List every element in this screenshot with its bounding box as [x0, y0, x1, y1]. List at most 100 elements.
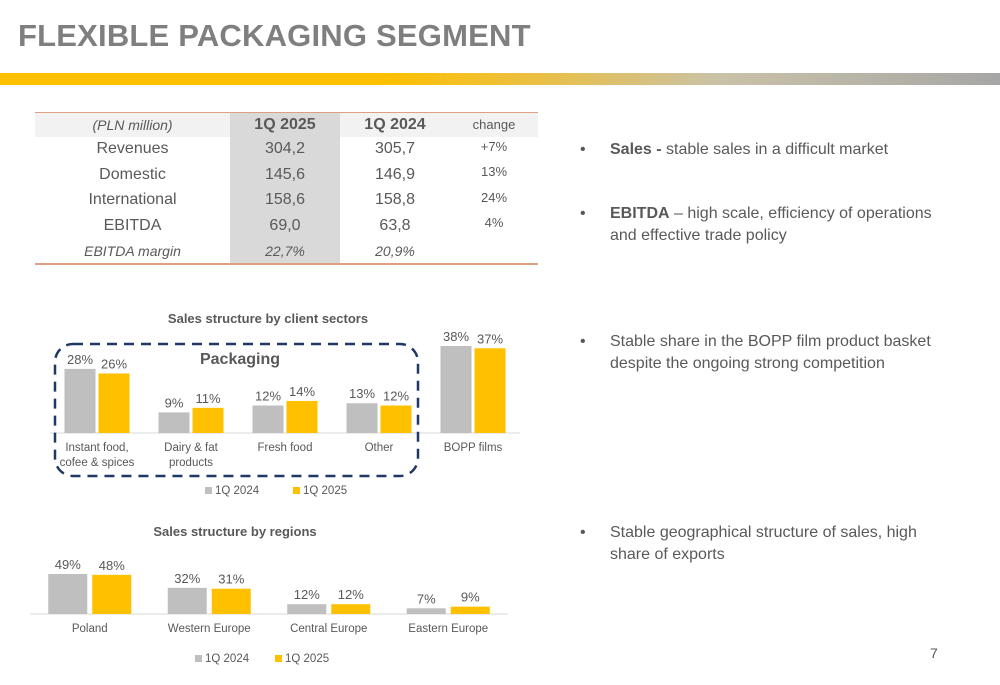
row-value-2025: 158,6	[230, 187, 340, 213]
row-change	[450, 239, 538, 265]
table-header-row: (PLN million) 1Q 2025 1Q 2024 change	[35, 112, 538, 137]
page-number: 7	[930, 645, 938, 661]
bar-1q-2024	[287, 604, 327, 614]
row-label: EBITDA	[103, 216, 162, 234]
category-label: products	[169, 457, 213, 469]
table-header-change: change	[472, 117, 516, 133]
data-label: 28%	[67, 352, 93, 367]
bar-1q-2025	[380, 405, 412, 433]
bar-1q-2024	[440, 346, 472, 433]
data-label: 12%	[383, 389, 409, 404]
bar-1q-2024	[167, 587, 207, 614]
financial-table: (PLN million) 1Q 2025 1Q 2024 change Rev…	[35, 112, 538, 265]
category-label: Eastern Europe	[408, 623, 488, 635]
legend-label: 1Q 2025	[303, 485, 347, 497]
row-change: 13%	[480, 164, 508, 179]
category-label: Poland	[72, 623, 108, 635]
data-label: 14%	[289, 384, 315, 399]
row-value-2025: 22,7%	[230, 238, 340, 264]
bullet-dot: •	[580, 524, 586, 541]
row-label: Domestic	[99, 165, 166, 183]
category-label: Instant food,	[65, 442, 128, 454]
table-row: International 158,6 158,8 24%	[35, 187, 538, 213]
data-label: 31%	[218, 572, 244, 587]
row-value-2024: 146,9	[374, 165, 416, 183]
bar-1q-2025	[211, 588, 251, 614]
category-label: BOPP films	[444, 442, 503, 454]
regions-chart: Sales structure by regions 49% 48% Poland 32…	[30, 524, 508, 665]
category-label: cofee & spices	[60, 457, 135, 469]
category-label: Central Europe	[290, 623, 367, 635]
row-value-2024: 63,8	[379, 216, 411, 234]
category-label: Dairy & fat	[164, 442, 218, 454]
bullet-bold: Sales -	[610, 141, 667, 158]
packaging-group-label: Packaging	[200, 351, 280, 368]
table-row: EBITDA 69,0 63,8 4%	[35, 213, 538, 239]
bullet-text: – high scale, efficiency of operations a…	[610, 205, 932, 244]
bar-1q-2025	[286, 400, 318, 433]
row-value-2024: 158,8	[374, 191, 416, 209]
legend-swatch	[205, 487, 212, 494]
legend-swatch	[195, 655, 202, 662]
category-label: Western Europe	[168, 623, 251, 635]
data-label: 26%	[101, 356, 127, 371]
bullet-text: stable sales in a difficult market	[666, 141, 889, 158]
row-change: +7%	[480, 138, 508, 154]
bar-1q-2024	[48, 574, 88, 614]
bullet-dot: •	[580, 205, 586, 222]
bar-1q-2024	[406, 608, 446, 614]
data-label: 9%	[165, 395, 184, 410]
row-value-2025: 145,6	[230, 162, 340, 188]
bar-1q-2025	[450, 606, 490, 614]
bar-1q-2025	[192, 407, 224, 433]
chart-title: Sales structure by regions	[153, 524, 316, 539]
legend-swatch	[293, 487, 300, 494]
data-label: 38%	[443, 329, 469, 344]
data-label: 12%	[255, 389, 281, 404]
chart-title: Sales structure by client sectors	[168, 311, 368, 326]
bullet-bold: EBITDA	[610, 205, 670, 222]
row-label: International	[88, 191, 177, 209]
data-label: 49%	[55, 557, 81, 572]
legend-label: 1Q 2024	[215, 485, 260, 497]
legend-label: 1Q 2024	[205, 653, 250, 665]
row-value-2025: 69,0	[230, 213, 340, 239]
sectors-chart: Sales structure by client sectors 28% 26% I…	[50, 311, 520, 497]
row-label: EBITDA margin	[84, 242, 181, 259]
data-label: 48%	[99, 558, 125, 573]
table-header-1q2025: 1Q 2025	[230, 112, 340, 137]
data-label: 9%	[461, 590, 480, 605]
row-change: 24%	[480, 189, 508, 205]
bar-1q-2024	[64, 368, 96, 433]
row-value-2025: 304,2	[230, 136, 340, 162]
data-label: 7%	[417, 591, 436, 606]
legend-swatch	[275, 655, 282, 662]
bullet-text: Stable geographical structure of sales, …	[610, 524, 917, 563]
table-row: Domestic 145,6 146,9 13%	[35, 162, 538, 188]
data-label: 11%	[195, 391, 220, 406]
data-label: 13%	[349, 386, 375, 401]
bar-1q-2025	[331, 604, 371, 614]
table-header-1q2024: 1Q 2024	[364, 115, 426, 133]
bar-1q-2025	[92, 574, 132, 614]
table-header-unit: (PLN million)	[92, 116, 173, 133]
bullet-text: Stable share in the BOPP film product ba…	[610, 333, 931, 372]
table-row: Revenues 304,2 305,7 +7%	[35, 136, 538, 162]
data-label: 37%	[477, 331, 503, 346]
bullet-dot: •	[580, 333, 586, 350]
category-label: Fresh food	[258, 442, 313, 454]
bar-1q-2024	[252, 405, 284, 433]
bullet-dot: •	[580, 141, 586, 158]
row-value-2024: 20,9%	[375, 242, 415, 259]
table-row: EBITDA margin 22,7% 20,9%	[35, 238, 538, 265]
row-value-2024: 305,7	[374, 140, 416, 158]
category-label: Other	[365, 442, 394, 454]
row-label: Revenues	[96, 140, 169, 158]
bar-1q-2025	[474, 348, 506, 433]
data-label: 12%	[294, 587, 320, 602]
data-label: 12%	[338, 587, 364, 602]
slide-title: FLEXIBLE PACKAGING SEGMENT	[18, 18, 531, 53]
title-underline-bar	[0, 73, 1000, 85]
data-label: 32%	[174, 571, 200, 586]
bar-1q-2024	[158, 412, 190, 433]
